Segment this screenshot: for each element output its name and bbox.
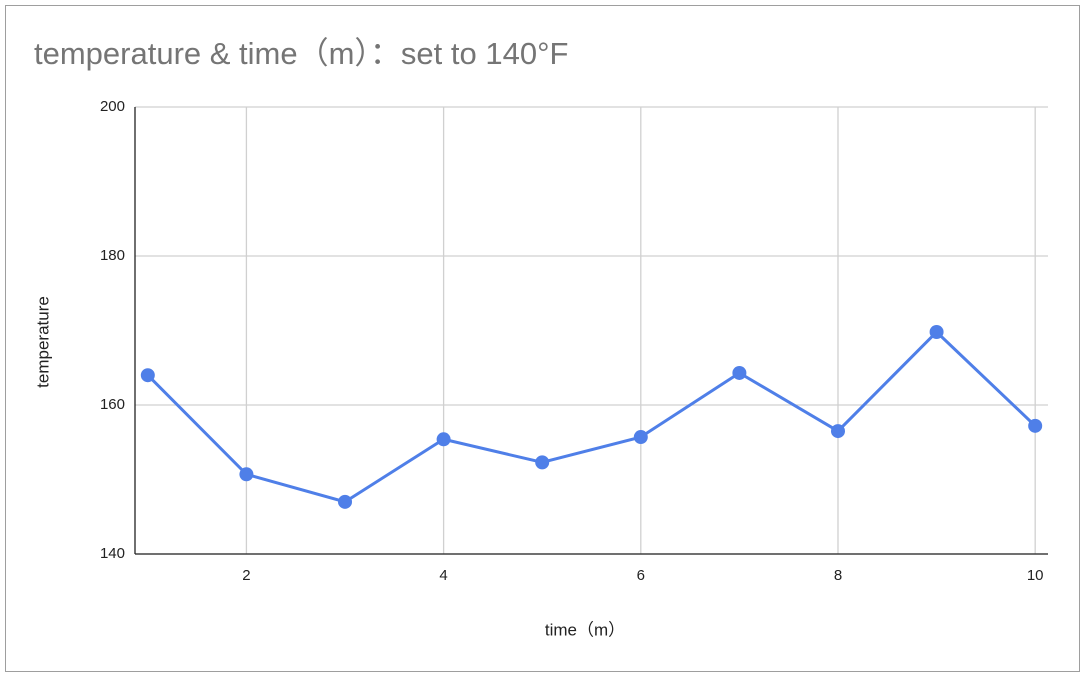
point bbox=[633, 430, 648, 445]
x-axis-label: time（m） bbox=[545, 620, 625, 639]
y-tick-label: 160 bbox=[100, 396, 125, 413]
point bbox=[830, 424, 845, 439]
point bbox=[338, 494, 353, 509]
y-tick-label: 200 bbox=[100, 98, 125, 115]
point bbox=[535, 455, 550, 470]
chart-frame bbox=[5, 5, 1080, 672]
y-tick-label: 140 bbox=[100, 545, 125, 562]
point bbox=[140, 368, 155, 383]
x-tick-label: 4 bbox=[439, 567, 447, 584]
x-tick-label: 10 bbox=[1027, 567, 1044, 584]
y-axis-label: temperature bbox=[33, 296, 52, 388]
point bbox=[436, 432, 451, 447]
chart-title: temperature & time（m）：set to 140°F bbox=[34, 36, 568, 71]
x-tick-label: 2 bbox=[242, 567, 250, 584]
y-tick-label: 180 bbox=[100, 247, 125, 264]
x-tick-label: 6 bbox=[637, 567, 645, 584]
point bbox=[732, 365, 747, 380]
point bbox=[239, 467, 254, 482]
point bbox=[929, 324, 944, 339]
point bbox=[1028, 418, 1043, 433]
line bbox=[146, 329, 1037, 504]
x-tick-label: 8 bbox=[834, 567, 842, 584]
